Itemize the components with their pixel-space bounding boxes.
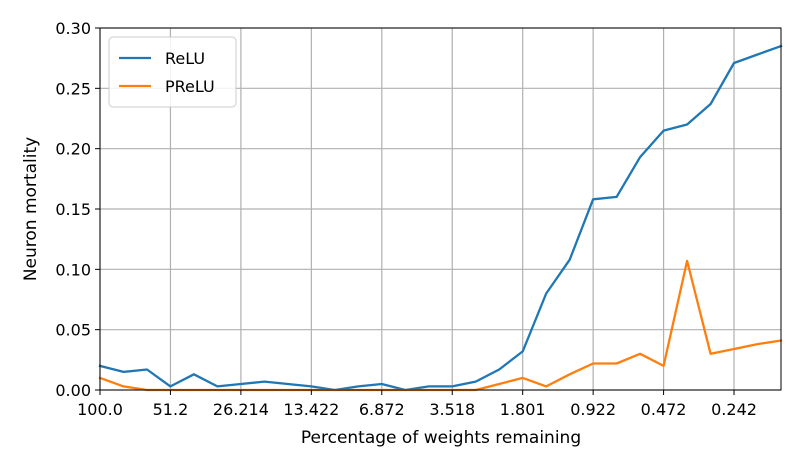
x-tick-label: 100.0: [77, 400, 123, 419]
x-tick-label: 1.801: [500, 400, 546, 419]
legend-box: [108, 36, 237, 108]
x-tick-label: 0.922: [570, 400, 616, 419]
y-tick-label: 0.10: [55, 260, 91, 279]
axis-ticks: 100.0 51.2 26.214 13.422 6.872 3.518 1.801 0.92…: [55, 19, 757, 419]
legend-label-prelu: PReLU: [165, 77, 215, 96]
y-tick-label: 0.15: [55, 200, 91, 219]
legend: ReLU PReLU: [108, 36, 237, 108]
series-line-prelu: [98, 259, 783, 392]
legend-label-relu: ReLU: [165, 49, 205, 68]
x-tick-label: 0.472: [641, 400, 687, 419]
series-line-relu: [98, 44, 783, 392]
y-tick-label: 0.05: [55, 321, 91, 340]
x-tick-label: 13.422: [283, 400, 339, 419]
x-tick-label: 3.518: [429, 400, 475, 419]
x-tick-label: 26.214: [213, 400, 269, 419]
y-tick-label: 0.25: [55, 79, 91, 98]
x-tick-label: 6.872: [359, 400, 405, 419]
y-tick-label: 0.00: [55, 381, 91, 400]
y-tick-label: 0.20: [55, 140, 91, 159]
x-axis-label: Percentage of weights remaining: [301, 428, 581, 448]
x-tick-label: 51.2: [153, 400, 189, 419]
y-axis-label: Neuron mortality: [21, 137, 41, 281]
y-tick-label: 0.30: [55, 19, 91, 38]
x-tick-label: 0.242: [711, 400, 757, 419]
